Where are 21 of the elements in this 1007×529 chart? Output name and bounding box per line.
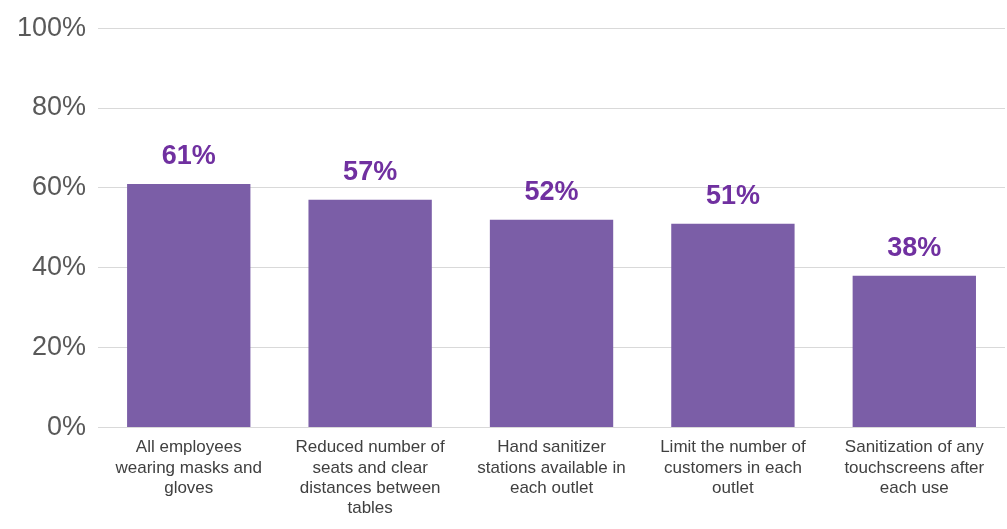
bar — [308, 199, 432, 427]
bar — [852, 275, 976, 427]
x-tick-label: Limit the number of customers in each outlet — [660, 437, 806, 498]
bar — [127, 183, 251, 427]
y-tick-label: 60% — [32, 171, 87, 202]
data-label: 57% — [343, 155, 398, 186]
x-tick-label: Hand sanitizer stations available in each outlet — [477, 437, 626, 498]
y-tick-label: 100% — [16, 11, 87, 42]
data-label: 61% — [161, 139, 216, 170]
y-tick-label: 80% — [32, 91, 87, 122]
y-tick-label: 0% — [47, 410, 87, 441]
x-tick-label: Sanitization of any touchscreens after each use — [844, 437, 985, 498]
x-tick-label: Reduced number of seats and clear distances between tables — [295, 437, 446, 518]
y-tick-label: 20% — [32, 331, 87, 362]
data-label: 38% — [887, 231, 942, 262]
bar — [489, 219, 614, 427]
bar — [671, 223, 795, 427]
data-label: 52% — [524, 175, 579, 206]
x-tick-label: All employees wearing masks and gloves — [114, 437, 262, 498]
y-tick-label: 40% — [32, 251, 87, 282]
data-label: 51% — [705, 179, 760, 210]
